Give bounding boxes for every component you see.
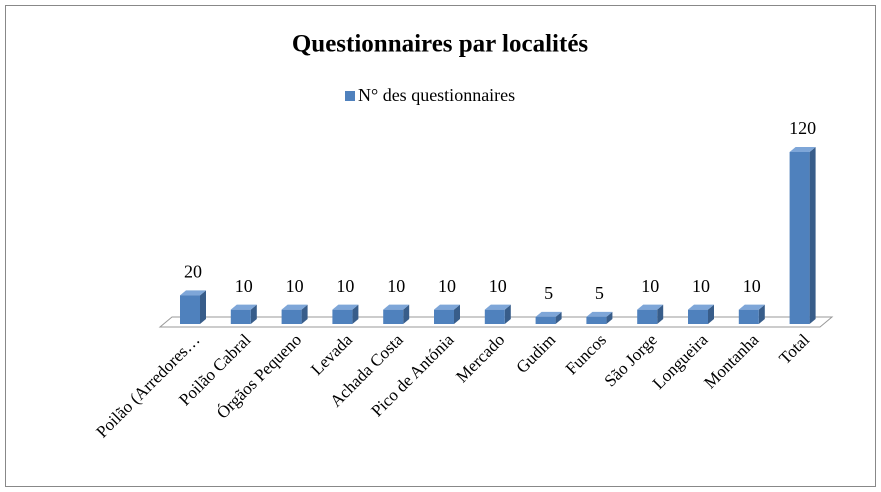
bar-top bbox=[586, 311, 613, 317]
data-label: 10 bbox=[387, 276, 405, 296]
bar-top bbox=[637, 304, 664, 310]
bar-top bbox=[383, 304, 410, 310]
bar-side bbox=[352, 304, 359, 324]
bar-3d: 10 bbox=[281, 276, 308, 324]
legend-label: N° des questionnaires bbox=[358, 85, 515, 105]
bar-3d: 120 bbox=[789, 118, 816, 324]
data-label: 10 bbox=[489, 276, 507, 296]
bar bbox=[484, 309, 505, 324]
bar-top bbox=[230, 304, 257, 310]
bar-side bbox=[708, 304, 714, 324]
data-label: 10 bbox=[692, 276, 710, 296]
bar-top bbox=[281, 304, 308, 310]
bar-top bbox=[434, 304, 460, 310]
bar bbox=[789, 152, 810, 324]
chart-title: Questionnaires par localités bbox=[292, 31, 589, 58]
chart-frame bbox=[5, 5, 876, 487]
data-label: 10 bbox=[438, 276, 456, 296]
data-label: 5 bbox=[544, 283, 553, 303]
bar-3d: 10 bbox=[383, 276, 410, 324]
bar bbox=[281, 309, 302, 324]
bar-3d: 10 bbox=[484, 276, 511, 324]
bar-top bbox=[738, 304, 765, 310]
data-label: 20 bbox=[184, 261, 202, 281]
data-label: 10 bbox=[641, 276, 659, 296]
bar-side bbox=[200, 290, 206, 324]
bar bbox=[637, 309, 658, 324]
bar-side bbox=[454, 304, 460, 324]
bar-side bbox=[403, 304, 410, 324]
bar bbox=[586, 316, 607, 324]
bar-3d: 20 bbox=[180, 261, 206, 324]
bar-side bbox=[504, 304, 511, 324]
bar bbox=[688, 309, 708, 324]
bar-side bbox=[606, 311, 613, 324]
legend: N° des questionnaires bbox=[345, 85, 515, 105]
bar-side bbox=[657, 304, 664, 324]
bar bbox=[738, 309, 759, 324]
data-label: 5 bbox=[595, 283, 604, 303]
bar-3d: 10 bbox=[332, 276, 359, 324]
bar-top bbox=[789, 147, 816, 152]
bar-top bbox=[332, 304, 359, 310]
data-label: 10 bbox=[743, 276, 761, 296]
legend-swatch bbox=[345, 91, 355, 101]
bar bbox=[230, 309, 251, 324]
data-label: 120 bbox=[789, 118, 816, 138]
bar-side bbox=[250, 304, 257, 324]
bar-3d: 10 bbox=[637, 276, 664, 324]
bar-top bbox=[688, 304, 714, 310]
bar-side bbox=[809, 147, 816, 324]
bar-side bbox=[301, 304, 308, 324]
bar bbox=[434, 309, 454, 324]
data-label: 10 bbox=[286, 276, 304, 296]
bar-3d: 10 bbox=[688, 276, 714, 324]
bar bbox=[535, 316, 556, 324]
bar-side bbox=[555, 311, 562, 324]
data-label: 10 bbox=[336, 276, 354, 296]
bar-3d: 10 bbox=[738, 276, 765, 324]
bar-3d: 5 bbox=[535, 283, 562, 324]
data-label: 10 bbox=[235, 276, 253, 296]
bar-top bbox=[180, 290, 206, 296]
bar-3d: 10 bbox=[434, 276, 460, 324]
bar-3d: 5 bbox=[586, 283, 613, 324]
bar-side bbox=[758, 304, 765, 324]
bar-top bbox=[484, 304, 511, 310]
bar bbox=[383, 309, 404, 324]
bar-3d: 10 bbox=[230, 276, 257, 324]
bar bbox=[332, 309, 353, 324]
bar bbox=[180, 295, 200, 324]
bar-top bbox=[535, 311, 562, 317]
